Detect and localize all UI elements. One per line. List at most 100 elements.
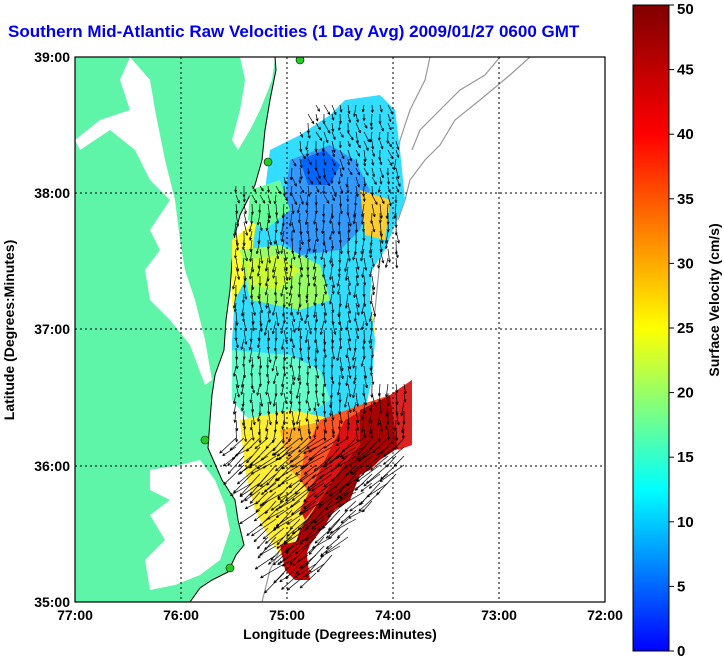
velocity-vector [362, 114, 366, 121]
velocity-vector [385, 419, 389, 430]
velocity-vector [347, 131, 354, 141]
velocity-vector [368, 329, 373, 344]
velocity-vector [306, 365, 310, 376]
velocity-vector [315, 410, 320, 423]
velocity-vector [280, 284, 285, 297]
plot-frame [74, 56, 606, 603]
velocity-vector [346, 194, 350, 202]
velocity-vector [251, 185, 257, 193]
velocity-vector [249, 419, 253, 431]
velocity-vector [347, 167, 353, 176]
velocity-vector [313, 248, 317, 260]
velocity-vector [371, 221, 376, 233]
velocity-vector [307, 338, 311, 350]
velocity-vector [344, 293, 349, 309]
velocity-vector [355, 149, 361, 157]
velocity-vector [331, 140, 336, 153]
velocity-vector [292, 554, 309, 567]
velocity-vector [355, 167, 361, 176]
velocity-vectors [219, 104, 407, 594]
velocity-vector [357, 437, 373, 456]
velocity-vector [299, 428, 303, 441]
velocity-vector [280, 383, 285, 396]
velocity-vector [235, 203, 239, 214]
velocity-vector [299, 527, 317, 545]
velocity-vector [256, 212, 261, 226]
velocity-vector [353, 284, 357, 299]
velocity-vector [240, 338, 245, 350]
velocity-vector [277, 554, 293, 566]
velocity-vector [251, 194, 258, 204]
velocity-vector [360, 356, 365, 367]
velocity-vector [315, 392, 320, 407]
velocity-vector [361, 419, 365, 433]
colorbar-tick-label: 15 [677, 449, 694, 466]
velocity-vector [267, 392, 272, 405]
velocity-vector [313, 275, 317, 287]
velocity-vector [339, 338, 343, 350]
velocity-vector [280, 320, 285, 335]
velocity-vector [288, 473, 309, 489]
velocity-vector [362, 194, 366, 202]
velocity-vector [339, 365, 344, 380]
velocity-vector [355, 275, 359, 287]
velocity-vector [275, 500, 301, 518]
velocity-vector [314, 482, 333, 498]
velocity-vector [307, 131, 311, 139]
velocity-vector [323, 347, 327, 358]
velocity-vector [360, 248, 365, 262]
velocity-vector [353, 311, 357, 322]
velocity-vector [235, 194, 240, 204]
velocity-vector [386, 167, 390, 176]
velocity-vector [235, 428, 239, 443]
velocity-vector [319, 320, 325, 335]
velocity-vector [295, 563, 309, 574]
velocity-vector [344, 257, 349, 272]
velocity-vector [243, 284, 248, 300]
velocity-vector [264, 536, 285, 550]
velocity-vector [243, 428, 248, 442]
bathymetry-contour [411, 57, 501, 151]
velocity-vector [307, 428, 312, 440]
velocity-vector [291, 482, 317, 501]
velocity-vector [395, 167, 400, 180]
velocity-vector [383, 446, 397, 458]
x-tick-label: 74:00 [375, 607, 411, 623]
velocity-vector [371, 257, 375, 268]
velocity-vector [331, 104, 337, 116]
velocity-vector [347, 221, 351, 233]
velocity-vector [371, 176, 377, 185]
velocity-vector [323, 419, 328, 434]
velocity-vector [344, 392, 349, 408]
velocity-vector [240, 374, 245, 388]
velocity-vector [315, 113, 319, 122]
velocity-vector [299, 185, 305, 194]
velocity-vector [305, 392, 309, 404]
velocity-vector [363, 311, 369, 327]
velocity-vector [271, 320, 277, 335]
velocity-vector [241, 401, 245, 412]
velocity-vector [363, 275, 367, 286]
velocity-vector [331, 167, 337, 176]
velocity-vector [265, 293, 269, 309]
velocity-vector [243, 419, 247, 430]
velocity-vector [369, 401, 373, 412]
velocity-vector [347, 311, 352, 324]
velocity-vector [315, 338, 319, 354]
velocity-vector [369, 131, 373, 143]
velocity-vector [331, 122, 335, 132]
velocity-vector [331, 302, 335, 313]
velocity-vector [369, 293, 373, 305]
grid-lines [75, 57, 605, 602]
velocity-vector [384, 230, 389, 244]
velocity-vector [347, 230, 351, 241]
colorbar-tick-label: 20 [677, 385, 694, 402]
velocity-vector [355, 266, 360, 279]
velocity-vector [337, 419, 342, 430]
velocity-vector [345, 347, 349, 359]
velocity-vector [379, 122, 384, 132]
velocity-vector [400, 401, 405, 417]
velocity-vector [355, 302, 360, 316]
velocity-vector [298, 177, 302, 184]
colorbar-tick-label: 45 [677, 62, 694, 79]
